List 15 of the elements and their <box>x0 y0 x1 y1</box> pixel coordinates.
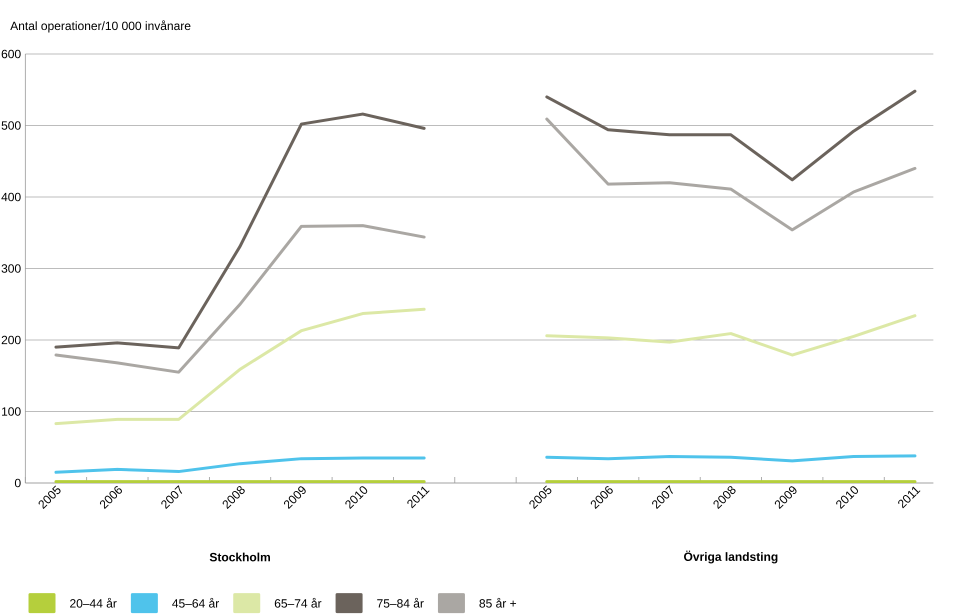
text: Övriga landsting <box>684 550 778 564</box>
y-tick-label: 0 <box>14 478 21 488</box>
text: Stockholm <box>210 552 270 562</box>
y-tick-label: 500 <box>2 121 21 130</box>
y-tick-label: 300 <box>2 264 21 273</box>
legend-label: 65–74 år <box>274 598 322 608</box>
y-tick-label: 200 <box>2 336 21 344</box>
y-tick-label: 100 <box>2 407 21 416</box>
y-tick-label: 400 <box>1 192 21 202</box>
y-tick-label: 600 <box>2 50 21 58</box>
legend-label: 75–84 år <box>377 598 424 608</box>
legend-label: 45–64 år <box>172 598 220 608</box>
legend-label: 20–44 år <box>70 598 117 608</box>
y-axis-title: Antal operationer/10 000 invånare <box>10 20 190 32</box>
legend-label: 85 år + <box>479 598 516 608</box>
